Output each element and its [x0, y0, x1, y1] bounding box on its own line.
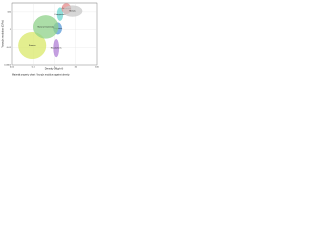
region — [62, 5, 83, 17]
y-tick-label: 100 — [7, 11, 11, 13]
chart: Density (Mg/m³) Young's modulus (GPa) Ma… — [1, 2, 100, 77]
region-label: Metals — [69, 10, 76, 13]
x-tick-label: 100 — [95, 67, 99, 69]
region-label: Foams — [29, 45, 37, 47]
region-label: Composites — [54, 13, 66, 16]
y-axis-label: Young's modulus (GPa) — [1, 20, 5, 47]
region — [18, 32, 47, 59]
region — [56, 7, 64, 21]
region — [33, 15, 59, 39]
region — [53, 39, 59, 58]
caption: Material property chart: Young's modulus… — [12, 74, 70, 77]
region-label: Natural materials — [37, 25, 54, 28]
x-axis-label: Density (Mg/m³) — [45, 67, 64, 71]
page: Density (Mg/m³) Young's modulus (GPa) Ma… — [0, 0, 100, 81]
x-tick-label: 0.01 — [10, 67, 15, 69]
x-tick-label: 1 — [54, 67, 56, 69]
region-label: Elastomers — [51, 47, 63, 50]
x-tick-label: 10 — [75, 67, 78, 69]
y-tick-label: 0.0001 — [4, 65, 11, 67]
y-tick-label: 1 — [10, 29, 12, 31]
x-tick-label: 0.1 — [32, 67, 36, 69]
y-tick-label: 0.01 — [7, 47, 12, 49]
